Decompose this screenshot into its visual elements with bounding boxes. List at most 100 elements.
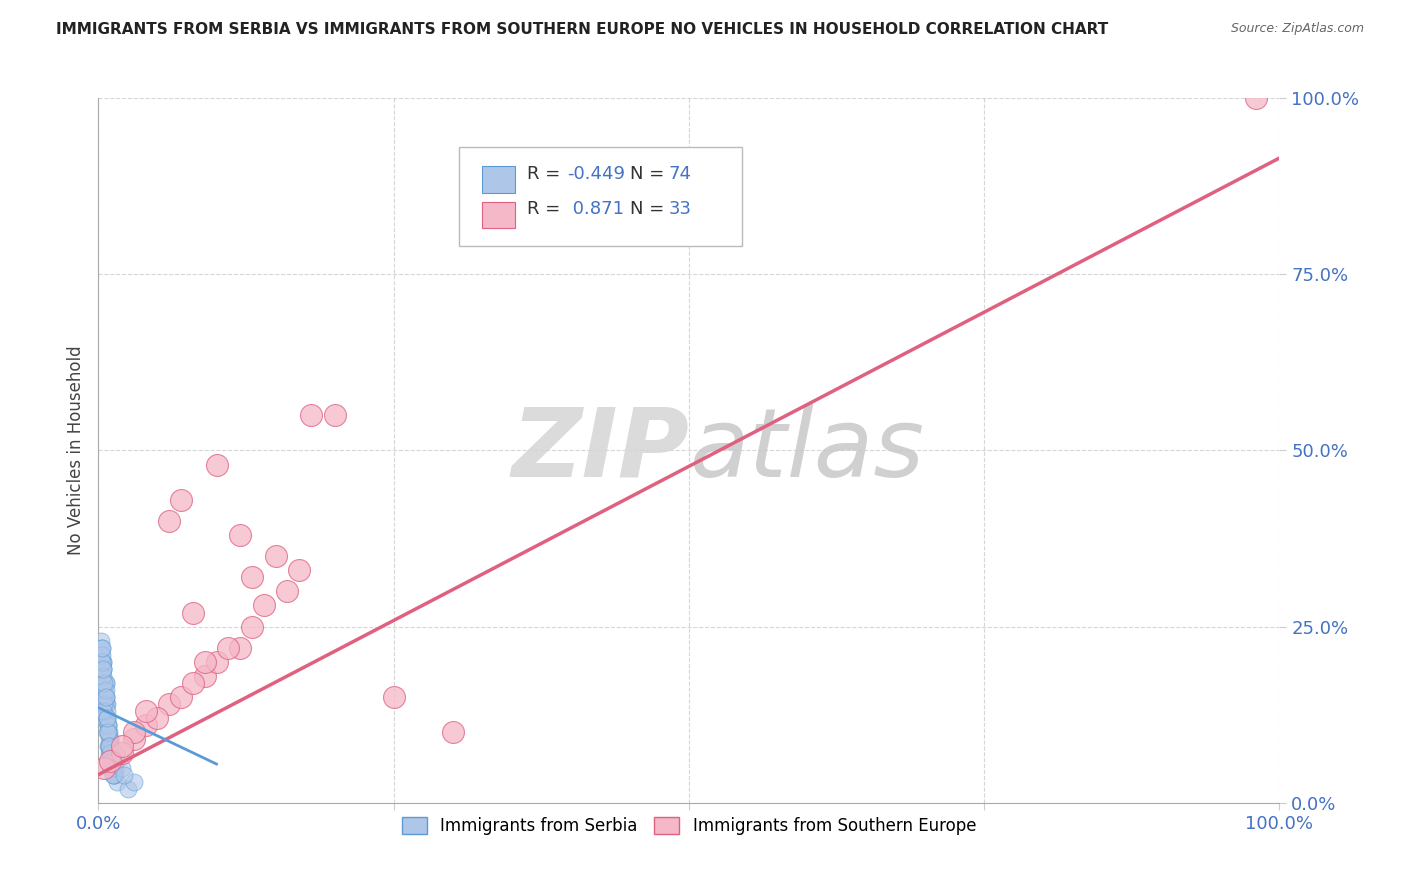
Point — [97, 718, 120, 732]
Point — [135, 704, 157, 718]
Point — [91, 669, 114, 683]
Point — [1244, 91, 1267, 105]
Point — [170, 690, 193, 705]
Point — [91, 640, 114, 655]
Point — [146, 711, 169, 725]
Legend: Immigrants from Serbia, Immigrants from Southern Europe: Immigrants from Serbia, Immigrants from … — [394, 809, 984, 844]
Point — [97, 739, 120, 754]
Point — [96, 704, 118, 718]
Text: Source: ZipAtlas.com: Source: ZipAtlas.com — [1230, 22, 1364, 36]
Point — [98, 732, 121, 747]
Text: N =: N = — [630, 165, 669, 183]
Point — [205, 458, 228, 472]
Point — [91, 669, 114, 683]
Point — [101, 754, 124, 768]
Point — [93, 711, 115, 725]
Point — [96, 697, 118, 711]
Text: 0.871: 0.871 — [567, 201, 624, 219]
Point — [323, 408, 346, 422]
Point — [98, 725, 121, 739]
Point — [98, 747, 121, 761]
Point — [94, 697, 117, 711]
Point — [91, 655, 114, 669]
Point — [94, 676, 117, 690]
Text: R =: R = — [527, 201, 567, 219]
Point — [98, 732, 121, 747]
Point — [205, 655, 228, 669]
Text: R =: R = — [527, 165, 567, 183]
Point — [105, 747, 128, 761]
Bar — [482, 202, 516, 228]
Point — [98, 747, 121, 761]
Point — [105, 747, 128, 761]
Point — [91, 669, 114, 683]
Text: ZIP: ZIP — [510, 404, 689, 497]
Point — [94, 683, 117, 698]
Point — [96, 711, 118, 725]
Point — [441, 725, 464, 739]
Point — [112, 767, 135, 781]
Point — [157, 514, 180, 528]
Point — [91, 640, 114, 655]
Point — [229, 528, 252, 542]
Point — [111, 739, 134, 754]
Text: IMMIGRANTS FROM SERBIA VS IMMIGRANTS FROM SOUTHERN EUROPE NO VEHICLES IN HOUSEHO: IMMIGRANTS FROM SERBIA VS IMMIGRANTS FRO… — [56, 22, 1108, 37]
Point — [100, 754, 122, 768]
Text: 74: 74 — [669, 165, 692, 183]
Point — [91, 662, 114, 676]
Point — [91, 655, 114, 669]
Point — [105, 754, 128, 768]
Point — [264, 549, 287, 564]
Text: -0.449: -0.449 — [567, 165, 626, 183]
Point — [217, 640, 239, 655]
Point — [98, 739, 121, 754]
Point — [122, 725, 145, 739]
Point — [90, 633, 112, 648]
Point — [94, 690, 117, 705]
Point — [135, 718, 157, 732]
Point — [103, 767, 125, 781]
Point — [90, 640, 112, 655]
Point — [93, 697, 115, 711]
Point — [194, 669, 217, 683]
Point — [91, 704, 114, 718]
Point — [229, 640, 252, 655]
Point — [157, 697, 180, 711]
Point — [111, 747, 134, 761]
Point — [96, 711, 118, 725]
Point — [240, 570, 263, 584]
Point — [93, 683, 115, 698]
Point — [91, 655, 114, 669]
Point — [382, 690, 405, 705]
Point — [103, 760, 125, 774]
Point — [101, 760, 124, 774]
Point — [90, 648, 112, 662]
Point — [253, 599, 276, 613]
Point — [100, 739, 122, 754]
Point — [117, 781, 139, 796]
Point — [93, 683, 115, 698]
Point — [170, 492, 193, 507]
Point — [299, 408, 322, 422]
Point — [105, 774, 128, 789]
Text: atlas: atlas — [689, 404, 924, 497]
Point — [91, 704, 114, 718]
Point — [91, 648, 114, 662]
Point — [101, 767, 124, 781]
Point — [181, 606, 204, 620]
Point — [276, 584, 298, 599]
Point — [194, 655, 217, 669]
Point — [101, 767, 124, 781]
Point — [98, 747, 121, 761]
Point — [91, 662, 114, 676]
Point — [97, 725, 120, 739]
Point — [94, 690, 117, 705]
Point — [97, 725, 120, 739]
Point — [93, 690, 115, 705]
Point — [181, 676, 204, 690]
Point — [97, 718, 120, 732]
Point — [97, 718, 120, 732]
Point — [104, 760, 127, 774]
Point — [91, 662, 114, 676]
Bar — [482, 167, 516, 194]
